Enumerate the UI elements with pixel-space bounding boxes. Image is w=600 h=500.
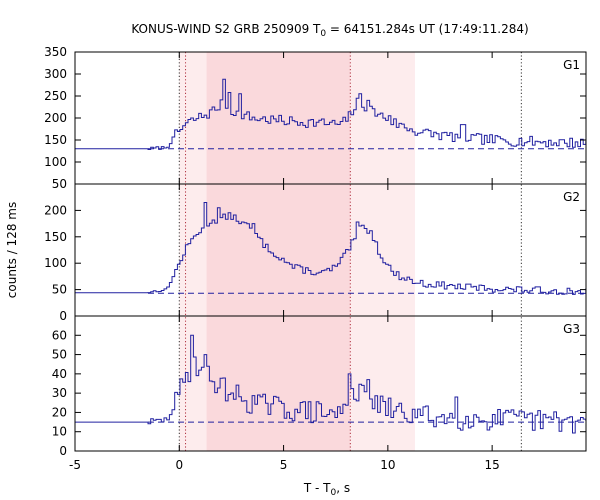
y-axis-label: counts / 128 ms	[5, 202, 19, 298]
y-tick-label: 20	[52, 405, 67, 419]
x-tick-label: 5	[280, 458, 288, 472]
y-tick-label: 0	[59, 309, 67, 323]
y-tick-label: 300	[44, 67, 67, 81]
x-tick-label: 15	[485, 458, 500, 472]
y-tick-label: 100	[44, 256, 67, 270]
y-tick-label: 200	[44, 203, 67, 217]
y-tick-label: 60	[52, 328, 67, 342]
panel-labels: G1 G2 G3	[563, 58, 580, 336]
y-tick-label: 30	[52, 386, 67, 400]
panel-label-g2: G2	[563, 190, 580, 204]
x-ticks: -5 0 5 10 15	[69, 52, 500, 472]
panel-label-g3: G3	[563, 322, 580, 336]
y-tick-label: 150	[44, 230, 67, 244]
x-axis-label: T - T0, s	[303, 481, 350, 498]
y-tick-label: 50	[52, 283, 67, 297]
panel-frame-g3	[74, 315, 587, 452]
x-tick-label: 10	[380, 458, 395, 472]
shade-region-1	[350, 52, 415, 451]
y-tick-label: 0	[59, 444, 67, 458]
series-line-g1	[75, 78, 587, 150]
y-tick-label: 200	[44, 111, 67, 125]
shade-region-0	[206, 52, 351, 451]
y-tick-label: 10	[52, 425, 67, 439]
background-lines	[148, 148, 586, 423]
y-tick-label: 350	[44, 45, 67, 59]
y-tick-label: 50	[52, 348, 67, 362]
shade-region-2	[179, 52, 207, 451]
panel-label-g1: G1	[563, 58, 580, 72]
x-tick-label: -5	[69, 458, 81, 472]
series-line-g3	[75, 334, 587, 434]
series-lines	[75, 78, 587, 434]
x-tick-label: 0	[175, 458, 183, 472]
y-tick-label: 40	[52, 367, 67, 381]
y-tick-label: 150	[44, 133, 67, 147]
y-tick-label: 250	[44, 89, 67, 103]
y-tick-label: 100	[44, 155, 67, 169]
chart-title: KONUS-WIND S2 GRB 250909 T0 = 64151.284s…	[131, 22, 528, 39]
y-tick-label: 50	[52, 177, 67, 191]
series-line-g2	[75, 202, 587, 295]
y-ticks: 50 100 150 200 250 300 350 0 50 100 150 200 0 10 20 30 4…	[44, 45, 586, 458]
